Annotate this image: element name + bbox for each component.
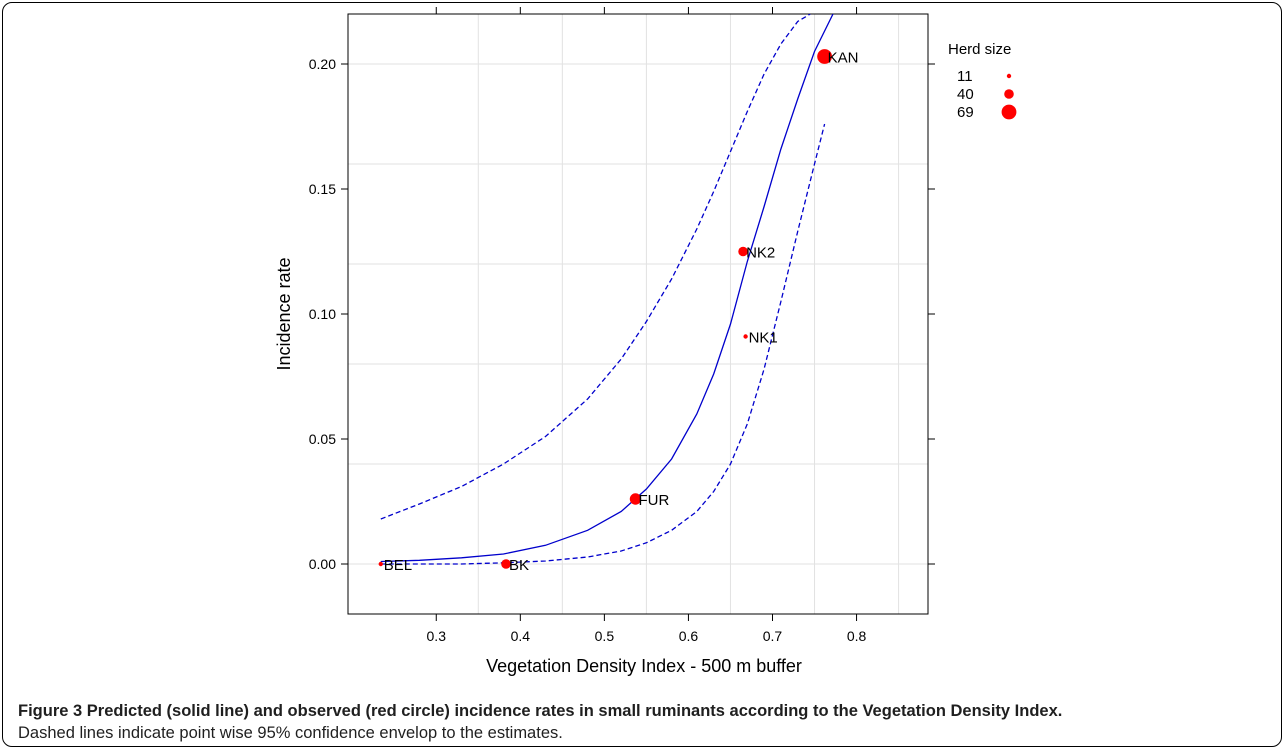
x-tick-label: 0.6 [679, 628, 699, 644]
plot-frame [347, 13, 929, 615]
legend-label: 40 [957, 86, 974, 103]
y-axis-label: Incidence rate [274, 257, 294, 370]
y-tick-label: 0.15 [309, 181, 336, 197]
incidence-chart: 0.3 0.4 0.5 0.6 0.7 0.8 0.00 0.05 0.10 0.15 0.20 Ve… [274, 7, 1017, 676]
legend-label: 69 [957, 104, 974, 121]
legend-label: 11 [957, 68, 973, 85]
legend-symbol [1006, 73, 1012, 79]
caption-body: Dashed lines indicate point wise 95% con… [18, 724, 563, 742]
x-tick-label: 0.4 [511, 628, 531, 644]
point-label: BEL [384, 557, 412, 574]
legend-title: Herd size [948, 41, 1011, 58]
data-point [378, 561, 383, 567]
legend-symbol [1004, 89, 1014, 99]
x-tick-label: 0.5 [595, 628, 615, 644]
point-label: KAN [828, 50, 859, 67]
y-tick-label: 0.05 [309, 431, 336, 447]
confidence-curve [380, 14, 811, 520]
point-label: NK2 [746, 245, 775, 262]
y-tick-label: 0.20 [309, 56, 336, 72]
point-label: NK1 [749, 330, 778, 347]
data-point [629, 493, 642, 505]
x-tick-label: 0.3 [427, 628, 447, 644]
point-label: FUR [638, 492, 669, 509]
data-point [738, 246, 748, 257]
data-point [743, 334, 748, 339]
data-point [501, 559, 511, 569]
point-label: BK [509, 557, 529, 574]
y-tick-label: 0.10 [309, 306, 336, 322]
figure-caption: Figure 3 Predicted (solid line) and obse… [18, 700, 1268, 744]
x-tick-label: 0.7 [763, 628, 783, 644]
confidence-curve [380, 123, 826, 565]
caption-heading: Figure 3 Predicted (solid line) and obse… [18, 702, 1063, 720]
curves-group [380, 14, 834, 565]
data-point [817, 49, 833, 64]
x-axis-label: Vegetation Density Index - 500 m buffer [486, 656, 802, 676]
x-tick-label: 0.8 [847, 628, 867, 644]
y-tick-label: 0.00 [309, 556, 336, 572]
legend-symbol [1001, 104, 1017, 120]
predicted-curve [380, 14, 834, 563]
